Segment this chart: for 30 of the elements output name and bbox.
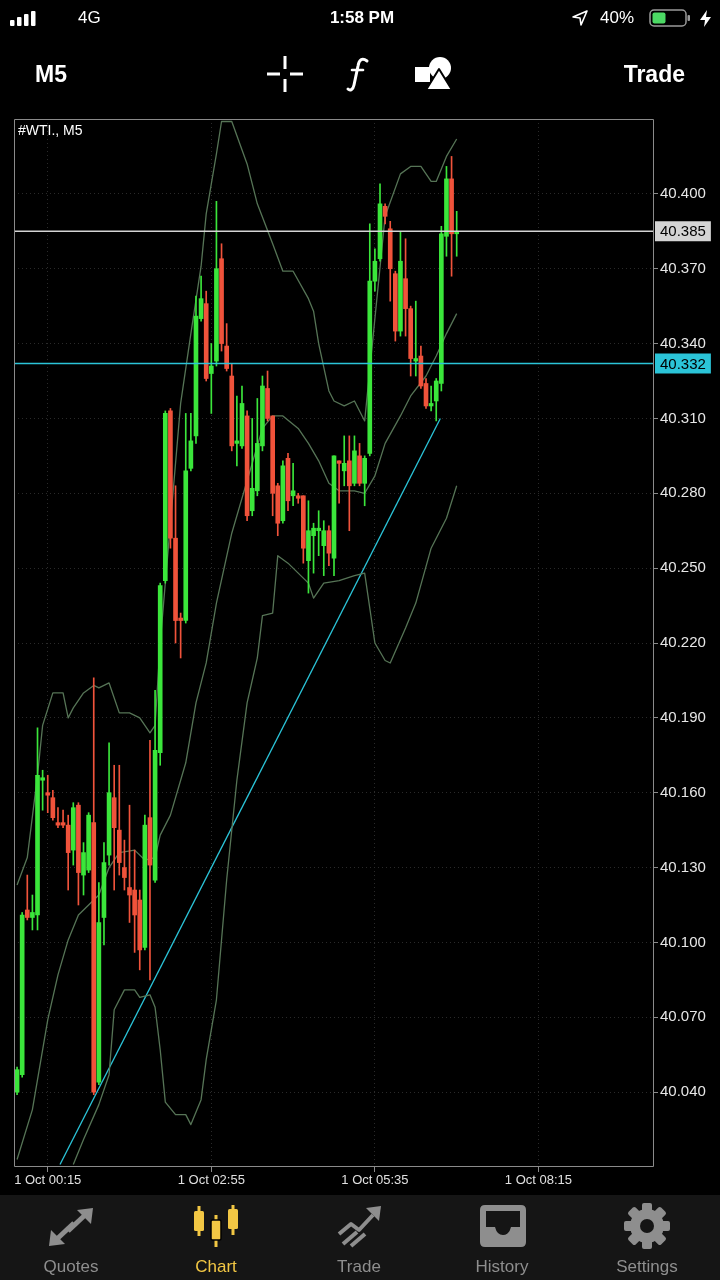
text: Chart [195,1257,237,1276]
y-tick-label: 40.070 [660,1007,706,1025]
text: 1:58 PM [329,8,395,27]
x-tick-label: 1 Oct 05:35 [341,1172,409,1188]
y-tick-label: 40.310 [660,408,706,426]
y-tick-label: 40.190 [660,708,706,725]
text: Trade [337,1257,381,1276]
text: Quotes [43,1257,99,1276]
x-tick-label: 1 Oct 02:55 [177,1172,245,1188]
x-tick-label: 1 Oct 08:15 [504,1172,573,1188]
chart-title: #WTI., M5 [18,121,83,138]
y-tick-label: 40.370 [660,258,706,276]
y-tick-label: 40.040 [660,1082,706,1100]
ref-line-label: 40.332 [660,354,706,372]
y-tick-label: 40.130 [660,857,706,875]
y-tick-label: 40.400 [660,184,706,201]
y-tick-label: 40.340 [660,333,706,351]
y-tick-label: 40.100 [660,932,706,950]
x-tick-label: 1 Oct 00:15 [14,1172,82,1188]
y-tick-label: 40.160 [660,782,706,800]
y-tick-label: 40.280 [660,483,706,501]
y-tick-label: 40.250 [660,558,706,576]
text: History [475,1257,529,1276]
text: Trade [623,61,685,87]
text: Settings [616,1257,678,1276]
ref-line-label: 40.385 [660,222,706,240]
text: 40% [600,8,635,27]
y-tick-label: 40.220 [660,633,706,651]
text: 4G [78,8,101,27]
text: M5 [35,61,67,87]
